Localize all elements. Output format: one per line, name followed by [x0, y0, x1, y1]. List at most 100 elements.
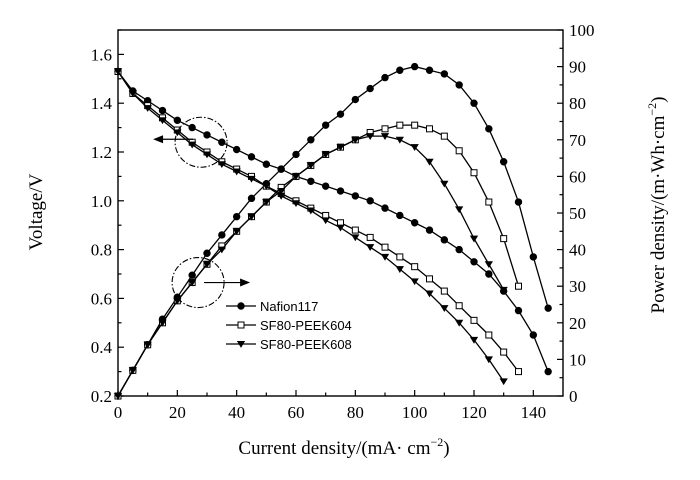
voltage-point — [203, 131, 211, 139]
voltage-point — [455, 245, 463, 254]
legend-label: Nafion117 — [260, 299, 318, 314]
voltage-point — [291, 200, 301, 208]
axis-ticks: 0 20 40 60 80 100 120 1400.20.40.60.81.01.21.41… — [91, 21, 595, 422]
power-point — [351, 95, 360, 104]
y-left-tick-label: 0.8 — [91, 241, 112, 260]
power-point — [218, 231, 226, 239]
voltage-point — [262, 160, 271, 168]
power-curve-line — [117, 124, 520, 397]
power-point — [202, 261, 212, 269]
voltage-point — [410, 278, 419, 286]
voltage-point — [366, 244, 375, 251]
power-curve-line — [117, 135, 505, 397]
power-point — [366, 84, 374, 93]
power-point — [143, 341, 152, 349]
power-point — [410, 144, 419, 151]
y-left-tick-label: 0.6 — [91, 289, 112, 308]
y-right-tick-label: 0 — [569, 387, 578, 406]
voltage-point — [485, 331, 493, 339]
power-point — [217, 246, 226, 254]
power-point — [291, 173, 301, 181]
power-point — [232, 212, 241, 221]
power-point — [232, 228, 241, 236]
voltage-point — [247, 153, 256, 161]
power-point — [203, 249, 211, 257]
voltage-point — [440, 236, 449, 244]
voltage-point — [425, 290, 434, 298]
voltage-point — [395, 266, 404, 273]
legend-entry: Nafion117 — [226, 299, 318, 314]
voltage-point — [202, 151, 212, 159]
y-right-tick-label: 80 — [569, 94, 586, 113]
power-point — [247, 194, 256, 203]
y-right-tick-label: 60 — [569, 167, 586, 186]
power-point — [277, 188, 286, 195]
power-point — [514, 198, 523, 206]
power-point — [292, 150, 300, 159]
power-curve-line — [117, 65, 549, 397]
power-point — [321, 121, 330, 129]
power-point — [455, 81, 463, 89]
power-point — [499, 286, 508, 294]
y-left-tick-label: 1.4 — [91, 94, 113, 113]
x-tick-label: 140 — [521, 403, 547, 422]
y-axis-left-title: Voltage/V — [26, 173, 47, 250]
voltage-point — [232, 168, 241, 176]
power-point — [485, 125, 493, 133]
power-point — [529, 253, 538, 261]
voltage-point — [470, 258, 478, 266]
voltage-point — [351, 226, 359, 234]
power-point — [366, 133, 375, 140]
voltage-point — [499, 378, 508, 386]
power-point — [500, 235, 508, 243]
voltage-point — [113, 68, 123, 76]
x-tick-label: 40 — [228, 403, 245, 422]
power-point — [188, 271, 196, 279]
y-right-tick-label: 10 — [569, 350, 586, 369]
y-right-tick-label: 90 — [569, 58, 586, 77]
power-point — [380, 133, 390, 140]
voltage-point — [143, 105, 152, 112]
voltage-point — [218, 138, 226, 146]
power-point — [247, 213, 256, 221]
voltage-point — [262, 183, 271, 190]
voltage-point — [336, 187, 345, 195]
power-point — [410, 62, 419, 71]
y-right-tick-label: 70 — [569, 131, 586, 150]
x-axis-title: Current density/(mA· cm−2) — [238, 435, 449, 459]
voltage-point — [321, 217, 330, 225]
y-right-tick-label: 40 — [569, 241, 586, 260]
legend-entry: SF80-PEEK608 — [226, 337, 352, 352]
callout-arrowhead — [153, 135, 164, 144]
voltage-point — [380, 253, 390, 261]
power-point — [484, 261, 493, 269]
voltage-point — [470, 316, 478, 324]
voltage-point — [217, 161, 226, 169]
voltage-point — [188, 123, 196, 132]
voltage-point — [410, 219, 419, 227]
voltage-point — [455, 319, 464, 327]
voltage-point — [440, 287, 448, 295]
x-tick-label: 0 — [114, 403, 123, 422]
power-point — [395, 136, 404, 144]
voltage-point — [426, 275, 433, 283]
voltage-point — [321, 182, 330, 190]
power-point — [306, 162, 315, 170]
power-point — [455, 206, 464, 214]
power-point — [336, 144, 345, 151]
y-right-tick-label: 50 — [569, 204, 586, 223]
voltage-point — [396, 253, 404, 261]
voltage-point — [396, 211, 404, 220]
voltage-point — [232, 145, 241, 154]
y-right-tick-label: 20 — [569, 314, 586, 333]
voltage-point — [336, 224, 345, 232]
y-left-tick-label: 0.4 — [91, 338, 113, 357]
power-point — [470, 169, 478, 177]
voltage-point — [440, 305, 449, 312]
power-point — [262, 199, 271, 206]
power-point — [113, 392, 123, 400]
power-point — [411, 121, 419, 129]
power-point — [277, 165, 285, 173]
power-point — [440, 180, 449, 188]
